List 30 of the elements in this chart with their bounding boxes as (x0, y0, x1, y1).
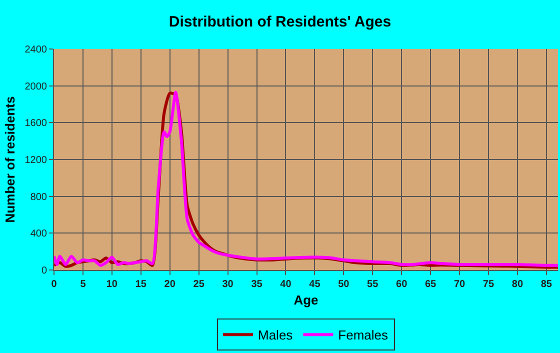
x-tick-label: 45 (309, 279, 321, 290)
x-tick-label: 65 (424, 279, 437, 290)
y-tick-label: 2400 (24, 44, 48, 56)
x-tick-label: 0 (51, 279, 58, 290)
x-tick-label: 40 (280, 279, 292, 290)
y-tick-label: 1600 (24, 118, 48, 130)
x-tick-label: 30 (222, 279, 234, 290)
y-tick-label: 400 (30, 228, 48, 240)
y-tick-label: 1200 (24, 155, 48, 166)
x-tick-label: 15 (135, 279, 147, 290)
x-tick-label: 75 (482, 279, 494, 290)
x-tick-label: 70 (454, 279, 466, 290)
legend-label: Females (338, 328, 389, 343)
x-tick-label: 5 (80, 279, 86, 290)
x-tick-label: 55 (367, 279, 379, 290)
y-tick-label: 0 (41, 266, 48, 276)
y-tick-label: 2000 (24, 81, 48, 92)
x-tick-label: 20 (164, 279, 176, 290)
x-tick-label: 35 (251, 279, 263, 290)
legend-label: Males (258, 328, 294, 343)
x-tick-label: 60 (396, 279, 408, 290)
x-tick-label: 25 (193, 279, 205, 290)
x-tick-label: 10 (106, 279, 118, 290)
x-axis-title: Age (294, 292, 318, 308)
x-tick-label: 85 (540, 279, 552, 290)
y-tick-label: 800 (30, 192, 48, 203)
x-tick-label: 80 (512, 279, 524, 290)
x-tick-label: 50 (338, 279, 350, 290)
y-axis-title: Number of residents (2, 96, 18, 223)
chart-title: Distribution of Residents' Ages (168, 13, 392, 30)
